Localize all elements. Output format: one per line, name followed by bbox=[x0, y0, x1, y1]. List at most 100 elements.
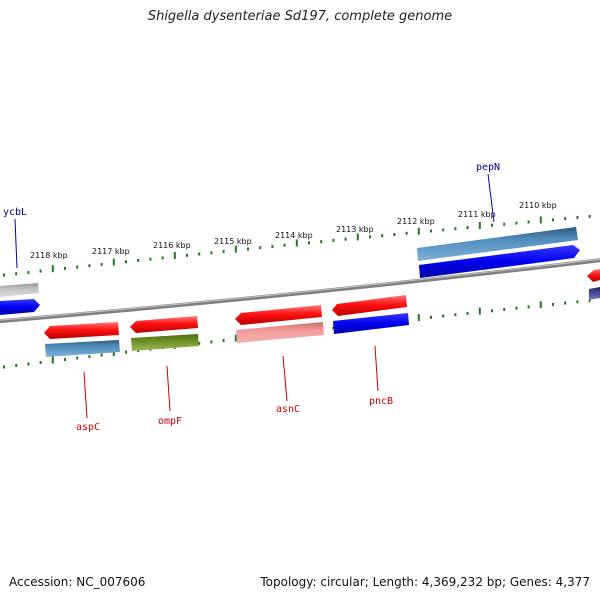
minor-tick bbox=[198, 252, 201, 256]
minor-tick bbox=[100, 262, 103, 266]
minor-tick bbox=[381, 234, 384, 238]
tick-label: 2114 kbp bbox=[275, 231, 313, 240]
minor-tick bbox=[15, 272, 18, 276]
gene-feature-aspC-gene[interactable] bbox=[44, 322, 119, 339]
genome-backbone-highlight bbox=[0, 258, 600, 321]
minor-tick bbox=[3, 365, 5, 369]
leader-line-ompF bbox=[166, 365, 171, 412]
minor-tick bbox=[515, 221, 518, 225]
tick-label: 2118 kbp bbox=[30, 251, 68, 260]
minor-tick bbox=[576, 216, 579, 219]
minor-tick bbox=[588, 214, 591, 218]
minor-tick bbox=[442, 314, 445, 318]
minor-tick bbox=[88, 264, 91, 268]
genome-backbone bbox=[0, 258, 600, 324]
tick-label: 2115 kbp bbox=[214, 237, 252, 246]
minor-tick bbox=[39, 361, 42, 364]
gene-feature-pepN-gene[interactable] bbox=[419, 245, 580, 278]
gene-feature-edge-right-purple[interactable] bbox=[589, 287, 600, 300]
gene-label-pncB[interactable]: pncB bbox=[369, 396, 393, 407]
leader-line-pepN bbox=[487, 173, 495, 223]
minor-tick bbox=[491, 309, 493, 313]
gene-feature-edge-right-red[interactable] bbox=[587, 269, 600, 282]
minor-tick bbox=[64, 266, 66, 270]
minor-tick bbox=[210, 251, 213, 255]
gene-feature-pncB-cds[interactable] bbox=[333, 313, 409, 334]
minor-tick bbox=[137, 349, 140, 353]
minor-tick bbox=[198, 341, 201, 345]
major-tick bbox=[478, 307, 481, 315]
gene-feature-ycbL-gene[interactable] bbox=[0, 299, 40, 315]
minor-tick bbox=[259, 246, 262, 250]
minor-tick bbox=[149, 257, 152, 261]
minor-tick bbox=[27, 362, 30, 366]
minor-tick bbox=[161, 256, 164, 260]
minor-tick bbox=[564, 301, 567, 305]
major-tick bbox=[234, 245, 237, 253]
minor-tick bbox=[137, 259, 140, 262]
major-tick bbox=[539, 301, 542, 309]
minor-tick bbox=[552, 302, 554, 306]
minor-tick bbox=[527, 220, 530, 224]
minor-tick bbox=[125, 350, 127, 354]
minor-tick bbox=[308, 241, 310, 245]
gene-feature-ycbL-cds[interactable] bbox=[0, 283, 39, 297]
gene-label-aspC[interactable]: aspC bbox=[76, 422, 100, 433]
minor-tick bbox=[344, 237, 347, 241]
major-tick bbox=[356, 233, 359, 241]
major-tick bbox=[173, 252, 176, 260]
minor-tick bbox=[271, 245, 274, 248]
minor-tick bbox=[222, 339, 225, 342]
minor-tick bbox=[222, 250, 225, 253]
leader-line-asnC bbox=[282, 355, 288, 402]
minor-tick bbox=[552, 218, 554, 222]
minor-tick bbox=[491, 223, 493, 227]
major-tick bbox=[295, 239, 298, 247]
minor-tick bbox=[88, 355, 91, 359]
minor-tick bbox=[186, 253, 188, 257]
gene-feature-aspC-cds[interactable] bbox=[45, 340, 120, 357]
gene-label-ycbL[interactable]: ycbL bbox=[3, 207, 27, 218]
minor-tick bbox=[442, 228, 445, 232]
gene-label-pepN[interactable]: pepN bbox=[476, 162, 500, 173]
minor-tick bbox=[76, 356, 79, 360]
minor-tick bbox=[76, 265, 79, 269]
minor-tick bbox=[247, 247, 249, 251]
gene-feature-asnC-cds[interactable] bbox=[236, 322, 324, 343]
major-tick bbox=[417, 314, 420, 322]
minor-tick bbox=[332, 326, 335, 330]
forward-features bbox=[0, 227, 600, 315]
major-tick bbox=[539, 216, 542, 224]
map-title: Shigella dysenteriae Sd197, complete gen… bbox=[147, 9, 453, 24]
minor-tick bbox=[588, 299, 591, 303]
minor-tick bbox=[27, 270, 30, 274]
major-tick bbox=[51, 356, 54, 364]
minor-tick bbox=[527, 305, 530, 309]
major-tick bbox=[234, 334, 237, 342]
minor-tick bbox=[332, 238, 335, 242]
gene-feature-ompF-cds[interactable] bbox=[131, 334, 199, 351]
minor-tick bbox=[210, 340, 213, 344]
minor-tick bbox=[405, 231, 408, 235]
tick-label: 2111 kbp bbox=[458, 210, 496, 219]
leader-line-ycbL bbox=[14, 218, 18, 269]
major-tick bbox=[51, 265, 54, 273]
minor-tick bbox=[125, 260, 127, 264]
leader-line-aspC bbox=[83, 371, 88, 419]
tick-marks-top bbox=[3, 214, 591, 277]
minor-tick bbox=[369, 235, 371, 239]
gene-feature-pepN-cds[interactable] bbox=[417, 227, 578, 261]
label-leaders bbox=[14, 173, 495, 419]
minor-tick bbox=[100, 353, 103, 357]
minor-tick bbox=[454, 227, 457, 231]
minor-tick bbox=[576, 300, 579, 304]
reverse-features bbox=[44, 295, 409, 357]
gene-label-ompF[interactable]: ompF bbox=[158, 416, 182, 427]
gene-label-asnC[interactable]: asnC bbox=[276, 404, 300, 415]
gene-feature-pncB-gene[interactable] bbox=[332, 295, 407, 316]
gene-feature-asnC-gene[interactable] bbox=[235, 305, 322, 325]
major-tick bbox=[478, 222, 481, 229]
gene-feature-ompF-gene[interactable] bbox=[130, 316, 198, 333]
minor-tick bbox=[15, 364, 18, 367]
